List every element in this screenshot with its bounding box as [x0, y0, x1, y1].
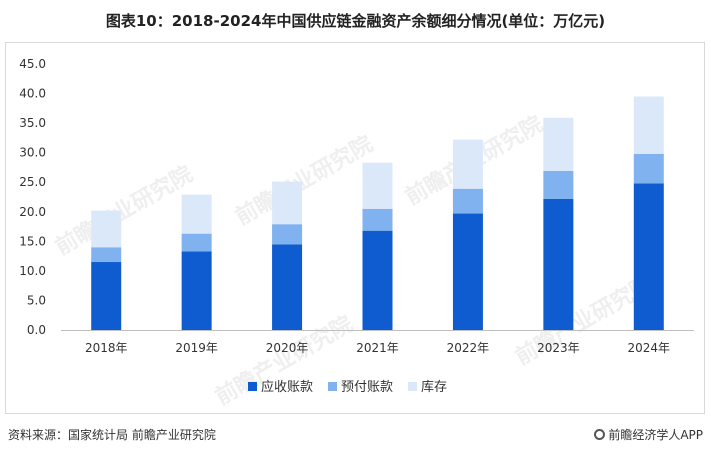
- bar-2-2: [272, 181, 303, 225]
- y-tick-label-3: 15.0: [19, 234, 46, 248]
- legend-swatch-2: [408, 382, 417, 391]
- x-tick-label-1: 2019年: [175, 341, 218, 355]
- bar-0-3: [362, 230, 393, 330]
- bar-1-0: [91, 247, 122, 263]
- chart-frame: 前瞻产业研究院 前瞻产业研究院 前瞻产业研究院 前瞻产业研究院 前瞻产业研究院 …: [5, 42, 705, 414]
- legend-label-0: 应收账款: [261, 379, 313, 395]
- x-tick-label-0: 2018年: [85, 341, 128, 355]
- y-tick-label-7: 35.0: [19, 116, 46, 130]
- bar-2-5: [543, 117, 574, 171]
- y-tick-label-0: 0.0: [27, 323, 46, 337]
- y-tick-label-2: 10.0: [19, 264, 46, 278]
- chart-title: 图表10：2018-2024年中国供应链金融资产余额细分情况(单位：万亿元): [105, 12, 606, 30]
- source-note: 资料来源：国家统计局 前瞻产业研究院: [8, 428, 216, 442]
- brand-text: 前瞻经济学人APP: [608, 428, 703, 442]
- bar-2-1: [181, 194, 212, 234]
- y-tick-label-1: 5.0: [27, 293, 46, 307]
- bar-2-6: [633, 96, 664, 154]
- bar-0-1: [181, 251, 212, 330]
- bar-1-2: [272, 224, 303, 245]
- bar-2-0: [91, 210, 122, 248]
- brand-logo-icon: [594, 429, 606, 440]
- bar-1-3: [362, 208, 393, 231]
- bar-1-4: [452, 188, 483, 214]
- legend-swatch-1: [328, 382, 337, 391]
- legend-label-1: 预付账款: [341, 380, 393, 395]
- legend-label-2: 库存: [421, 379, 447, 395]
- bar-0-6: [633, 183, 664, 330]
- stacked-bar-chart: 0.0 5.0 10.0 15.0 20.0 25.0 30.0 35.0 40.0 45.0 20…: [19, 57, 694, 395]
- x-tick-label-2: 2020年: [266, 341, 309, 355]
- bar-0-0: [91, 262, 122, 330]
- bar-1-1: [181, 233, 212, 252]
- brand-note: 前瞻经济学人APP: [594, 426, 703, 443]
- x-tick-label-4: 2022年: [447, 341, 490, 355]
- bar-2-3: [362, 162, 393, 209]
- x-tick-label-3: 2021年: [356, 341, 399, 355]
- bar-1-6: [633, 153, 664, 184]
- bar-0-4: [452, 213, 483, 330]
- legend-swatch-0: [248, 382, 257, 391]
- x-tick-label-6: 2024年: [628, 341, 671, 355]
- bar-0-2: [272, 244, 303, 330]
- y-tick-label-8: 40.0: [19, 87, 46, 101]
- bar-2-4: [452, 139, 483, 189]
- y-tick-label-4: 20.0: [19, 205, 46, 219]
- bar-0-5: [543, 198, 574, 330]
- y-tick-label-5: 25.0: [19, 175, 46, 189]
- x-tick-label-5: 2023年: [537, 341, 580, 355]
- y-tick-label-6: 30.0: [19, 146, 46, 160]
- bar-1-5: [543, 170, 574, 199]
- y-tick-label-9: 45.0: [19, 57, 46, 71]
